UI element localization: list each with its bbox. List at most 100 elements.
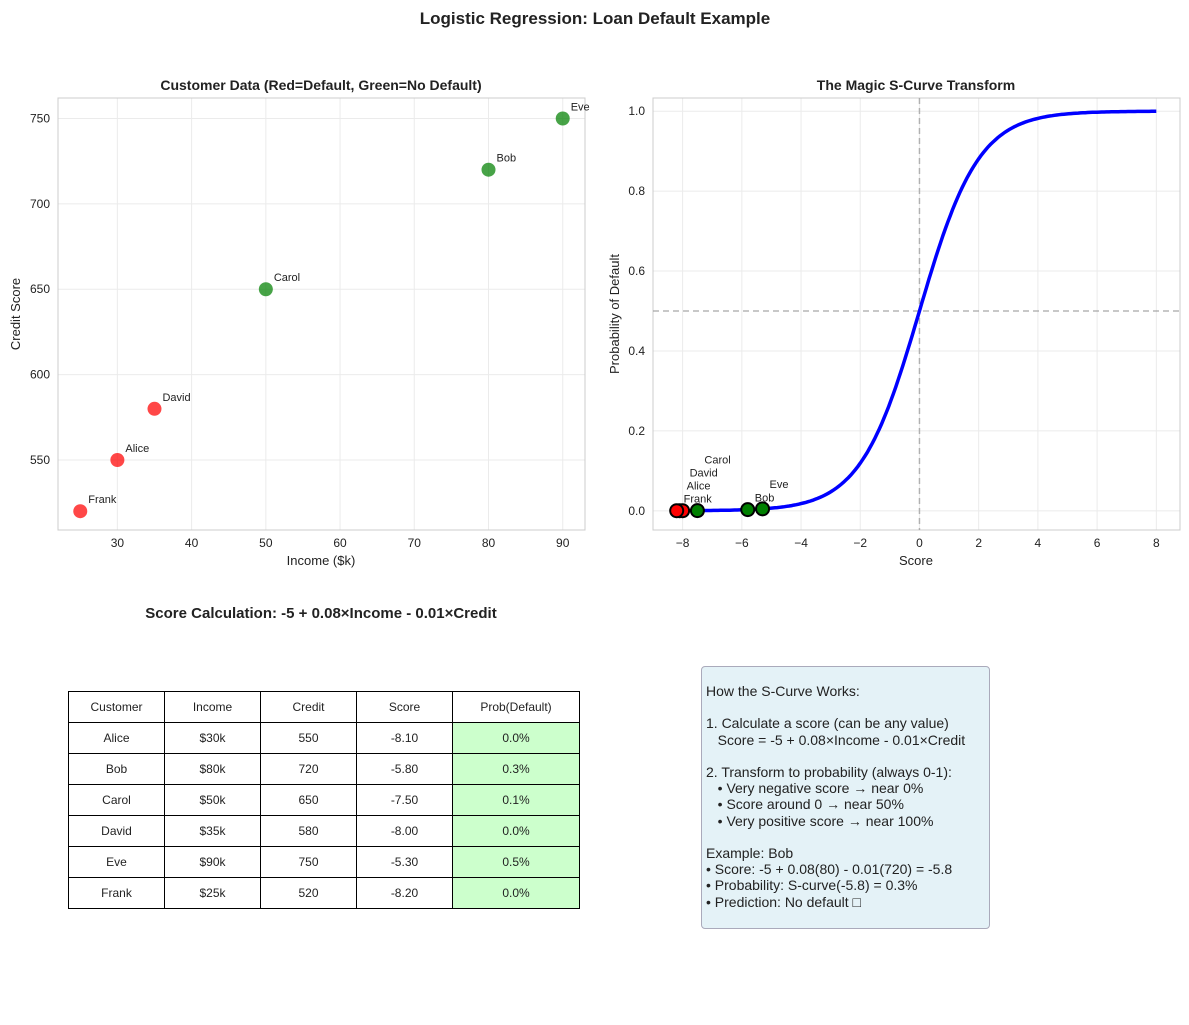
table-cell: -5.80: [356, 753, 453, 785]
table-cell: 580: [260, 815, 357, 847]
table-cell: 520: [260, 877, 357, 909]
table-cell: $25k: [164, 877, 261, 909]
point-label: Carol: [274, 272, 300, 284]
y-tick-label: 1.0: [628, 104, 645, 118]
y-tick-label: 0.6: [628, 264, 645, 278]
x-tick-label: 30: [111, 536, 125, 550]
table-cell: David: [68, 815, 165, 847]
table-cell: -8.20: [356, 877, 453, 909]
table-cell: $30k: [164, 722, 261, 754]
y-tick-label: 650: [30, 282, 50, 296]
x-tick-label: 80: [482, 536, 496, 550]
table-cell: $80k: [164, 753, 261, 785]
x-tick-label: 0: [916, 536, 923, 550]
point-label: Eve: [571, 101, 590, 113]
x-tick-label: 40: [185, 536, 199, 550]
column-header: Income: [164, 691, 261, 723]
table-cell: Alice: [68, 722, 165, 754]
table-cell: -8.10: [356, 722, 453, 754]
point-label: Frank: [88, 494, 117, 506]
data-point: [481, 162, 496, 177]
table-cell: -5.30: [356, 846, 453, 878]
column-header: Score: [356, 691, 453, 723]
table-cell: 0.1%: [452, 784, 580, 816]
x-tick-label: 90: [556, 536, 570, 550]
data-point: [147, 401, 162, 416]
table-row: Bob $80k 720 -5.80 0.3%: [68, 753, 580, 785]
point-label: David: [162, 392, 190, 404]
y-tick-label: 600: [30, 368, 50, 382]
point-label: Alice: [125, 443, 149, 455]
x-tick-label: 70: [408, 536, 422, 550]
point-label: Frank: [684, 494, 713, 506]
table-cell: 750: [260, 846, 357, 878]
table-row: David $35k 580 -8.00 0.0%: [68, 815, 580, 847]
x-tick-label: −8: [676, 536, 690, 550]
point-label: Eve: [770, 479, 789, 491]
table-cell: Eve: [68, 846, 165, 878]
point-label: Carol: [704, 455, 730, 467]
info-box: How the S-Curve Works: 1. Calculate a sc…: [701, 666, 990, 929]
scatter-xlabel: Income ($k): [287, 553, 356, 568]
x-tick-label: −6: [735, 536, 749, 550]
table-row: Carol $50k 650 -7.50 0.1%: [68, 784, 580, 816]
x-tick-label: 60: [333, 536, 347, 550]
x-tick-label: −2: [853, 536, 867, 550]
x-tick-label: −4: [794, 536, 808, 550]
table-cell: Carol: [68, 784, 165, 816]
data-point: [689, 503, 705, 519]
scatter-title: Customer Data (Red=Default, Green=No Def…: [160, 77, 481, 93]
point-label: Bob: [497, 153, 517, 165]
table-cell: 0.0%: [452, 877, 580, 909]
column-header: Customer: [68, 691, 165, 723]
point-label: Bob: [755, 493, 775, 505]
scurve-title: The Magic S-Curve Transform: [817, 77, 1015, 93]
table-cell: $90k: [164, 846, 261, 878]
table-cell: $35k: [164, 815, 261, 847]
table-cell: 0.0%: [452, 815, 580, 847]
y-tick-label: 0.0: [628, 504, 645, 518]
suptitle: Logistic Regression: Loan Default Exampl…: [420, 9, 770, 28]
table-cell: $50k: [164, 784, 261, 816]
scatter-plot: 30 40 50 60 70 80 90 550 600 650 700 750 Alice Bob Car…: [30, 97, 590, 550]
table-row: Frank $25k 520 -8.20 0.0%: [68, 877, 580, 909]
table-cell: -8.00: [356, 815, 453, 847]
column-header: Credit: [260, 691, 357, 723]
x-tick-label: 6: [1094, 536, 1101, 550]
table-cell: 0.3%: [452, 753, 580, 785]
table-row: Eve $90k 750 -5.30 0.5%: [68, 846, 580, 878]
data-point: [755, 501, 771, 517]
table-cell: 550: [260, 722, 357, 754]
table-header-row: Customer Income Credit Score Prob(Default): [68, 691, 580, 723]
y-tick-label: 550: [30, 453, 50, 467]
scurve-xlabel: Score: [899, 553, 933, 568]
table-cell: Bob: [68, 753, 165, 785]
x-tick-label: 50: [259, 536, 273, 550]
point-label: Alice: [687, 481, 711, 493]
table-cell: Frank: [68, 877, 165, 909]
table-row: Alice $30k 550 -8.10 0.0%: [68, 722, 580, 754]
x-tick-label: 8: [1153, 536, 1160, 550]
x-tick-label: 4: [1035, 536, 1042, 550]
axes-frame: [652, 97, 1181, 531]
axes-frame: [57, 97, 586, 531]
table-cell: 0.0%: [452, 722, 580, 754]
table-cell: 650: [260, 784, 357, 816]
scurve-ylabel: Probability of Default: [607, 254, 622, 374]
y-tick-label: 0.2: [628, 424, 645, 438]
data-point: [669, 503, 685, 519]
point-label: David: [690, 468, 718, 480]
scatter-ylabel: Credit Score: [8, 278, 23, 350]
data-point: [258, 282, 273, 297]
score-table: Customer Income Credit Score Prob(Default) Al…: [68, 691, 580, 909]
y-tick-label: 0.4: [628, 344, 645, 358]
data-point: [73, 504, 88, 519]
y-tick-label: 0.8: [628, 184, 645, 198]
column-header: Prob(Default): [452, 691, 580, 723]
x-tick-label: 2: [975, 536, 982, 550]
table-title: Score Calculation: -5 + 0.08×Income - 0.…: [145, 605, 496, 622]
table-cell: 0.5%: [452, 846, 580, 878]
scurve-plot: −8 −6 −4 −2 0 2 4 6 8 0.0 0.2 0.4 0.6 0.8 1.0 FrankAlic…: [628, 97, 1181, 550]
